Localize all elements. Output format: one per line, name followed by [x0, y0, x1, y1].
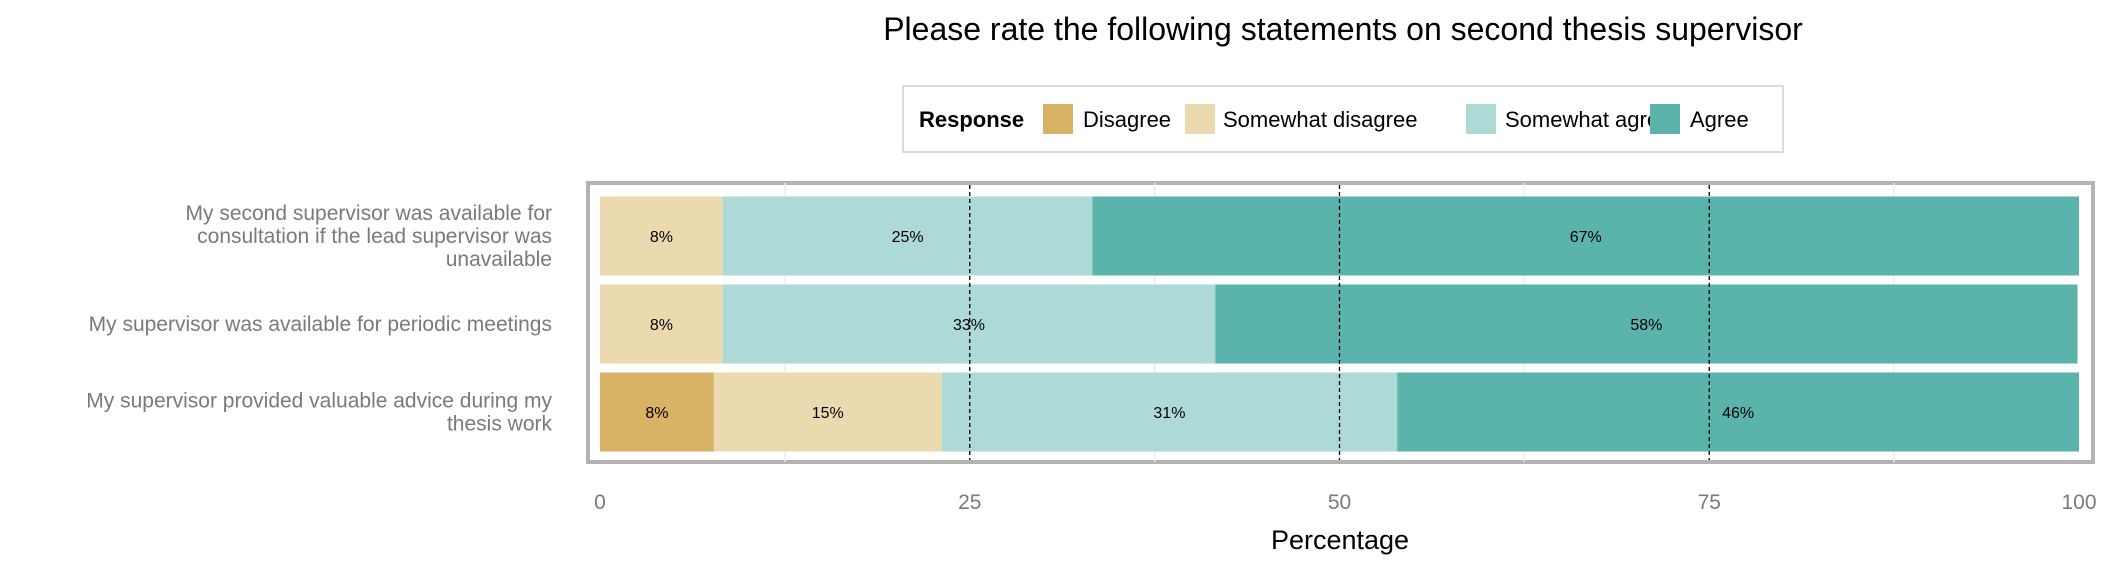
legend-key	[1185, 104, 1215, 134]
legend-key	[1466, 104, 1496, 134]
x-tick-label: 50	[1328, 491, 1351, 514]
bar-value-label: 31%	[1153, 405, 1185, 422]
x-tick-label: 25	[958, 491, 981, 514]
bar-segment	[1092, 196, 2079, 276]
bar-value-label: 8%	[645, 405, 668, 422]
x-axis-title: Percentage	[1271, 525, 1409, 555]
chart-title: Please rate the following statements on …	[883, 11, 1803, 47]
bar-value-label: 8%	[650, 317, 673, 334]
bar-value-label: 33%	[953, 317, 985, 334]
x-tick-label: 75	[1698, 491, 1721, 514]
category-label: My second supervisor was available for	[186, 202, 553, 225]
bar-value-label: 15%	[812, 405, 844, 422]
bar-value-label: 8%	[650, 229, 673, 246]
bar-segment	[600, 284, 723, 364]
legend-label: Disagree	[1083, 107, 1171, 132]
category-label: thesis work	[447, 413, 553, 436]
legend: Response Disagree Somewhat disagree Somewh…	[902, 85, 1784, 153]
bar-segment	[722, 284, 1216, 364]
bar-value-label: 67%	[1570, 229, 1602, 246]
category-label: My supervisor provided valuable advice d…	[86, 390, 552, 413]
category-label: My supervisor was available for periodic…	[89, 313, 552, 336]
legend-key	[1650, 104, 1680, 134]
x-tick-label: 100	[2061, 491, 2096, 514]
legend-key	[1043, 104, 1073, 134]
legend-label: Agree	[1690, 107, 1749, 132]
category-label: unavailable	[446, 248, 552, 271]
bar-segment	[600, 372, 714, 452]
category-label: consultation if the lead supervisor was	[197, 225, 552, 248]
bar-segment	[713, 372, 942, 452]
bar-segment	[941, 372, 1398, 452]
legend-label: Somewhat agree	[1505, 107, 1671, 132]
x-tick-label: 0	[594, 491, 606, 514]
legend-title: Response	[919, 107, 1024, 132]
bar-value-label: 25%	[892, 229, 924, 246]
bar-segment	[1397, 372, 2079, 452]
bar-segment	[722, 196, 1093, 276]
bar-segment	[600, 196, 723, 276]
bar-value-label: 46%	[1722, 405, 1754, 422]
bar-segment	[1215, 284, 2078, 364]
legend-label: Somewhat disagree	[1223, 107, 1417, 132]
bar-value-label: 58%	[1630, 317, 1662, 334]
plot-panel-border	[586, 181, 2095, 464]
